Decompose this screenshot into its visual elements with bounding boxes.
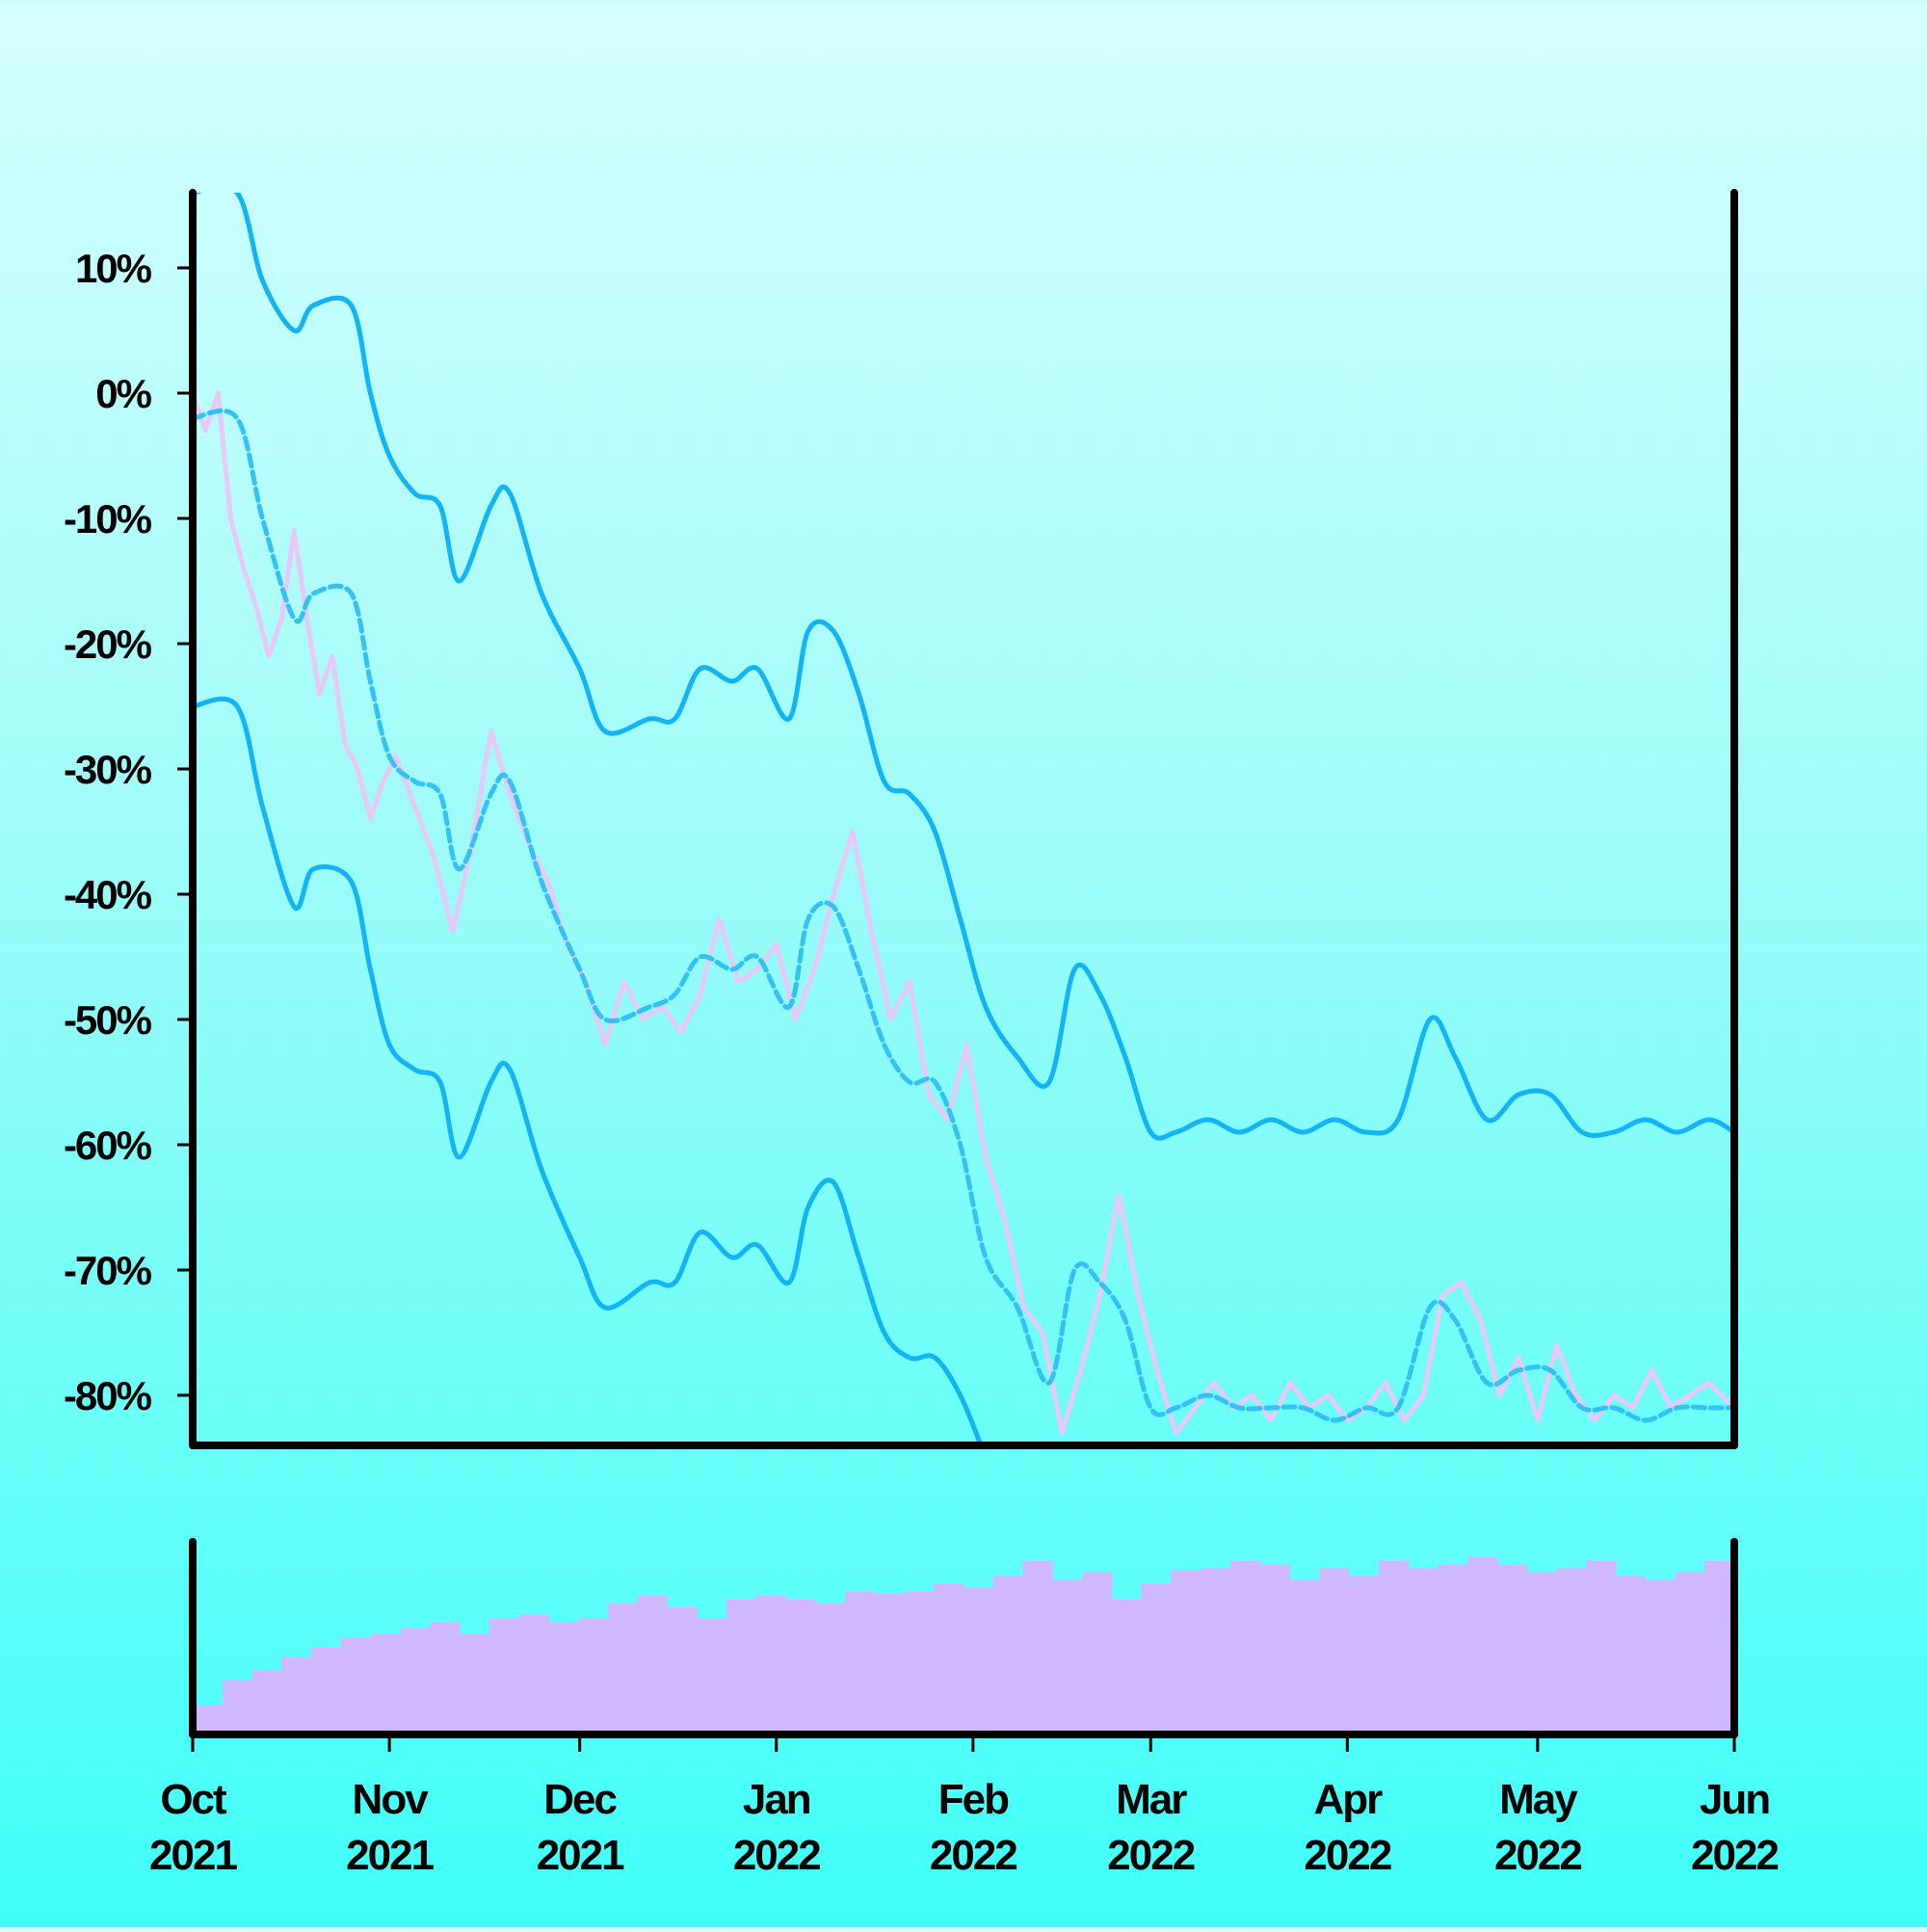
x-tick-year-label: 2021 [537, 1832, 624, 1879]
volume-bar [1229, 1561, 1261, 1734]
volume-bar [1141, 1584, 1172, 1734]
x-tick-month-label: Dec [543, 1776, 617, 1823]
x-tick-year-label: 2022 [1107, 1832, 1194, 1879]
x-tick-month-label: Jun [1700, 1776, 1769, 1823]
volume-bar [281, 1657, 312, 1734]
volume-bar [1586, 1561, 1617, 1734]
y-tick-label: -50% [64, 997, 152, 1043]
y-tick-label: 0% [95, 371, 151, 416]
x-tick-month-label: Jan [743, 1776, 810, 1823]
x-tick-year-label: 2022 [733, 1832, 820, 1879]
x-tick-month-label: May [1499, 1776, 1578, 1823]
y-tick-label: -80% [64, 1373, 152, 1418]
volume-bar [1289, 1580, 1320, 1734]
series-line-center-line [193, 408, 1734, 1423]
x-tick-year-label: 2022 [930, 1832, 1016, 1879]
x-tick-month-label: Mar [1116, 1776, 1187, 1823]
y-tick-label: -40% [64, 872, 152, 917]
volume-bar [1378, 1561, 1410, 1734]
volume-bar [1052, 1580, 1083, 1734]
x-tick-month-label: Apr [1313, 1776, 1383, 1823]
volume-bar [964, 1588, 994, 1734]
x-tick-year-label: 2021 [346, 1832, 434, 1879]
axes [189, 189, 1738, 1738]
series-line-lower-band [193, 696, 984, 1445]
volume-bar [697, 1619, 727, 1734]
volume-bar [488, 1619, 520, 1734]
volume-bar [193, 1706, 224, 1734]
y-tick-label: -70% [64, 1248, 152, 1293]
volume-bar [1201, 1569, 1231, 1734]
series-line-upper-band [193, 193, 1734, 1141]
volume-bar [251, 1671, 282, 1734]
x-tick-month-label: Oct [160, 1776, 227, 1823]
volume-bar [1111, 1600, 1143, 1734]
volume-bar [1526, 1573, 1557, 1734]
volume-bar [1675, 1573, 1705, 1734]
volume-bar [726, 1600, 757, 1734]
x-tick-year-label: 2021 [149, 1832, 237, 1879]
volume-bar [1645, 1580, 1676, 1734]
volume-panel-marks [193, 1557, 1735, 1734]
volume-bar [755, 1596, 786, 1734]
x-tick-year-label: 2022 [1691, 1832, 1778, 1879]
x-tick-year-label: 2022 [1494, 1832, 1581, 1879]
volume-bar [548, 1623, 579, 1734]
volume-bar [1615, 1576, 1647, 1734]
volume-bar [1349, 1576, 1380, 1734]
volume-bar [1408, 1569, 1439, 1734]
volume-bar [1319, 1569, 1350, 1734]
x-axis-ticks: Oct 2021 Nov 2021 Dec 2021 Jan 2022 Feb 2022 Mar 20… [149, 1734, 1780, 1879]
volume-bar [1438, 1565, 1468, 1734]
volume-bar [370, 1634, 401, 1734]
volume-bar [1467, 1557, 1498, 1734]
volume-bar [518, 1615, 549, 1734]
volume-bar [992, 1576, 1024, 1734]
volume-bar [340, 1638, 372, 1734]
volume-bar [578, 1619, 609, 1734]
x-tick-month-label: Nov [353, 1776, 430, 1823]
volume-bar [400, 1628, 431, 1734]
volume-bar [222, 1681, 253, 1734]
volume-bar [785, 1600, 816, 1734]
y-tick-label: -10% [64, 496, 152, 542]
volume-bar [934, 1584, 964, 1734]
volume-bar [904, 1592, 935, 1734]
volume-bar [459, 1634, 490, 1734]
price-panel-marks [193, 193, 1734, 1445]
y-tick-label: -60% [64, 1123, 152, 1168]
y-tick-label: 10% [75, 246, 152, 291]
series-line-price [193, 390, 1734, 1436]
x-tick-month-label: Feb [938, 1776, 1009, 1823]
volume-bar [1704, 1561, 1735, 1734]
volume-bar [1171, 1571, 1201, 1734]
volume-bar [607, 1603, 639, 1734]
volume-bar [430, 1623, 461, 1734]
volume-bar [1496, 1565, 1528, 1734]
y-tick-label: -20% [64, 622, 152, 667]
y-tick-label: -30% [64, 747, 152, 792]
volume-bar [667, 1607, 698, 1734]
volume-bar [1022, 1561, 1053, 1734]
volume-bar [1082, 1573, 1113, 1734]
volume-bar [815, 1603, 846, 1734]
volume-bar [637, 1596, 668, 1734]
volume-bar [311, 1648, 342, 1734]
x-tick-year-label: 2022 [1304, 1832, 1390, 1879]
y-axis-ticks: 10% 0% -10% -20% -30% -40% -50% -60% -70% -80% [64, 246, 193, 1418]
volume-bar [874, 1594, 906, 1734]
volume-bar [1556, 1569, 1587, 1734]
volume-bar [1259, 1565, 1291, 1734]
volume-bar [844, 1592, 876, 1734]
